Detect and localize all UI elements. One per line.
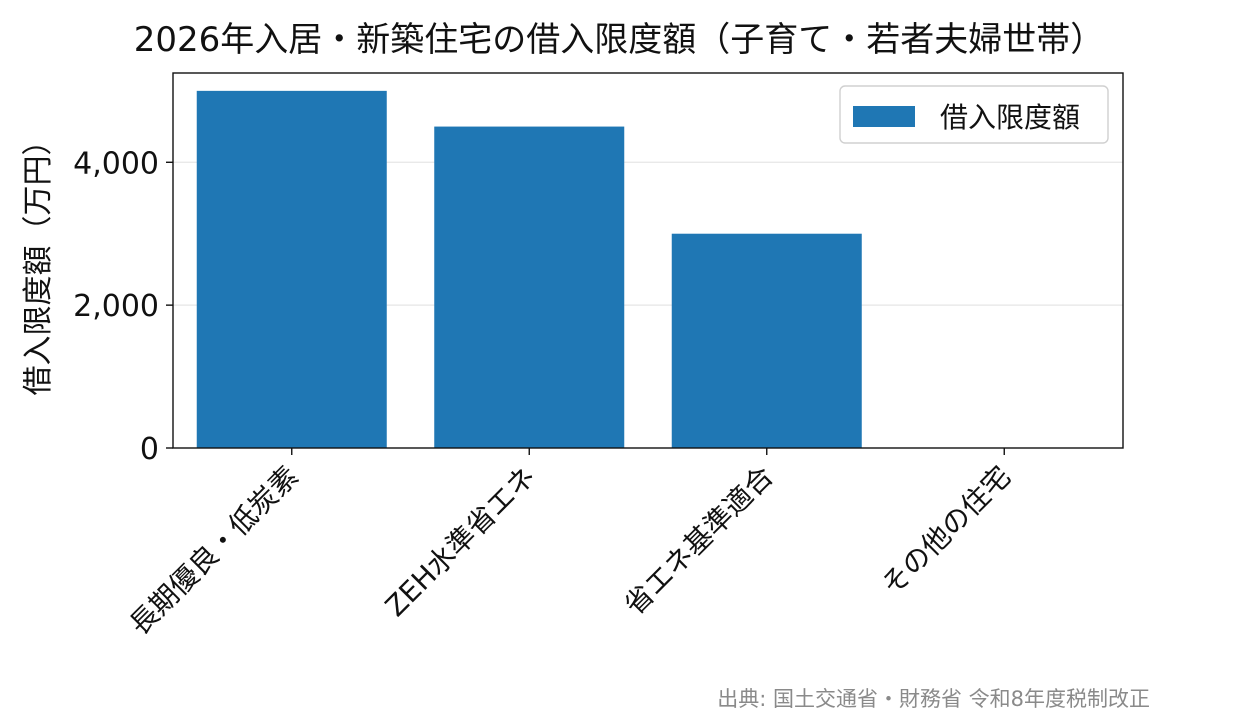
y-axis-label: 借入限度額（万円）: [21, 126, 56, 396]
bar: [434, 126, 625, 449]
x-tick-label: 省エネ基準適合: [618, 460, 780, 622]
plot-frame: [172, 72, 1124, 449]
x-tick-label: 長期優良・低炭素: [123, 460, 305, 642]
bar: [671, 233, 862, 448]
legend-box: [839, 85, 1109, 144]
legend-swatch: [853, 106, 915, 127]
legend-label: 借入限度額: [940, 101, 1080, 134]
x-tick-label: ZEH水準省エネ: [379, 460, 542, 623]
x-tick-label: その他の住宅: [875, 460, 1017, 602]
source-note: 出典: 国土交通省・財務省 令和8年度税制改正: [717, 687, 1150, 711]
y-tick-label: 0: [140, 432, 159, 467]
chart-title: 2026年入居・新築住宅の借入限度額（子育て・若者夫婦世帯）: [133, 20, 1105, 60]
bar: [196, 90, 387, 448]
y-tick-label: 4,000: [73, 146, 159, 181]
y-tick-label: 2,000: [73, 289, 159, 324]
legend: 借入限度額: [839, 85, 1109, 144]
